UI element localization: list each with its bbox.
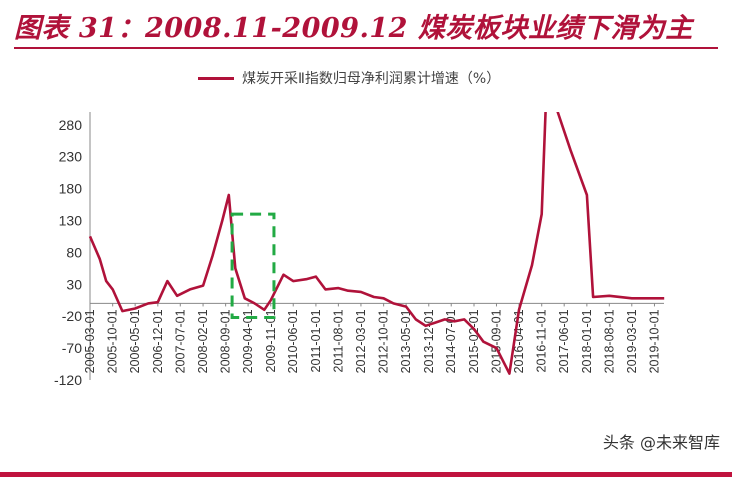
y-tick-label: -120 [54, 372, 82, 388]
x-tick-label: 2016-11-01 [535, 309, 549, 372]
x-tick-label: 2009-04-01 [241, 309, 255, 373]
x-tick-label: 2017-06-01 [557, 309, 571, 373]
x-tick-label: 2014-07-01 [444, 309, 458, 373]
x-tick-label: 2008-02-01 [196, 309, 210, 373]
x-tick-label: 2006-05-01 [128, 309, 142, 373]
x-tick-label: 2011-01-01 [309, 309, 323, 372]
x-tick-label: 2013-05-01 [399, 309, 413, 373]
x-tick-label: 2015-09-01 [489, 309, 503, 373]
bottom-bar [0, 472, 732, 477]
y-tick-label: 30 [66, 276, 82, 292]
x-tick-label: 2015-02-01 [467, 309, 481, 373]
title-divider [14, 47, 718, 49]
x-tick-label: 2018-08-01 [602, 309, 616, 373]
x-tick-label: 2011-08-01 [331, 309, 345, 372]
x-tick-label: 2006-12-01 [151, 309, 165, 373]
x-tick-label: 2019-03-01 [625, 309, 639, 373]
legend-swatch [198, 76, 234, 80]
y-tick-label: 280 [59, 117, 83, 133]
x-tick-label: 2009-11-01 [264, 309, 278, 372]
legend: 煤炭开采Ⅱ指数归母净利润累计增速（%） [198, 68, 500, 88]
y-tick-label: -20 [62, 308, 82, 324]
x-tick-label: 2008-09-01 [219, 309, 233, 373]
x-tick-label: 2007-07-01 [173, 309, 187, 373]
x-tick-label: 2005-10-01 [106, 309, 120, 373]
y-tick-label: 130 [59, 212, 83, 228]
x-tick-label: 2018-01-01 [580, 309, 594, 373]
x-tick-label: 2005-03-01 [83, 309, 97, 373]
chart-title: 图表 31：2008.11-2009.12 煤炭板块业绩下滑为主 [14, 13, 693, 44]
watermark: 头条 @未来智库 [602, 433, 720, 452]
x-tick-label: 2012-03-01 [354, 309, 368, 373]
x-tick-label: 2012-10-01 [377, 309, 391, 373]
highlight-box [230, 212, 276, 319]
y-tick-label: 80 [66, 244, 82, 260]
legend-label: 煤炭开采Ⅱ指数归母净利润累计增速（%） [242, 71, 501, 87]
y-tick-label: -70 [62, 340, 82, 356]
series-line [88, 112, 665, 375]
x-tick-label: 2013-12-01 [422, 309, 436, 373]
y-tick-label: 180 [59, 181, 83, 197]
x-tick-label: 2010-06-01 [286, 309, 300, 373]
x-tick-label: 2019-10-01 [647, 309, 661, 373]
y-tick-label: 230 [59, 149, 83, 165]
